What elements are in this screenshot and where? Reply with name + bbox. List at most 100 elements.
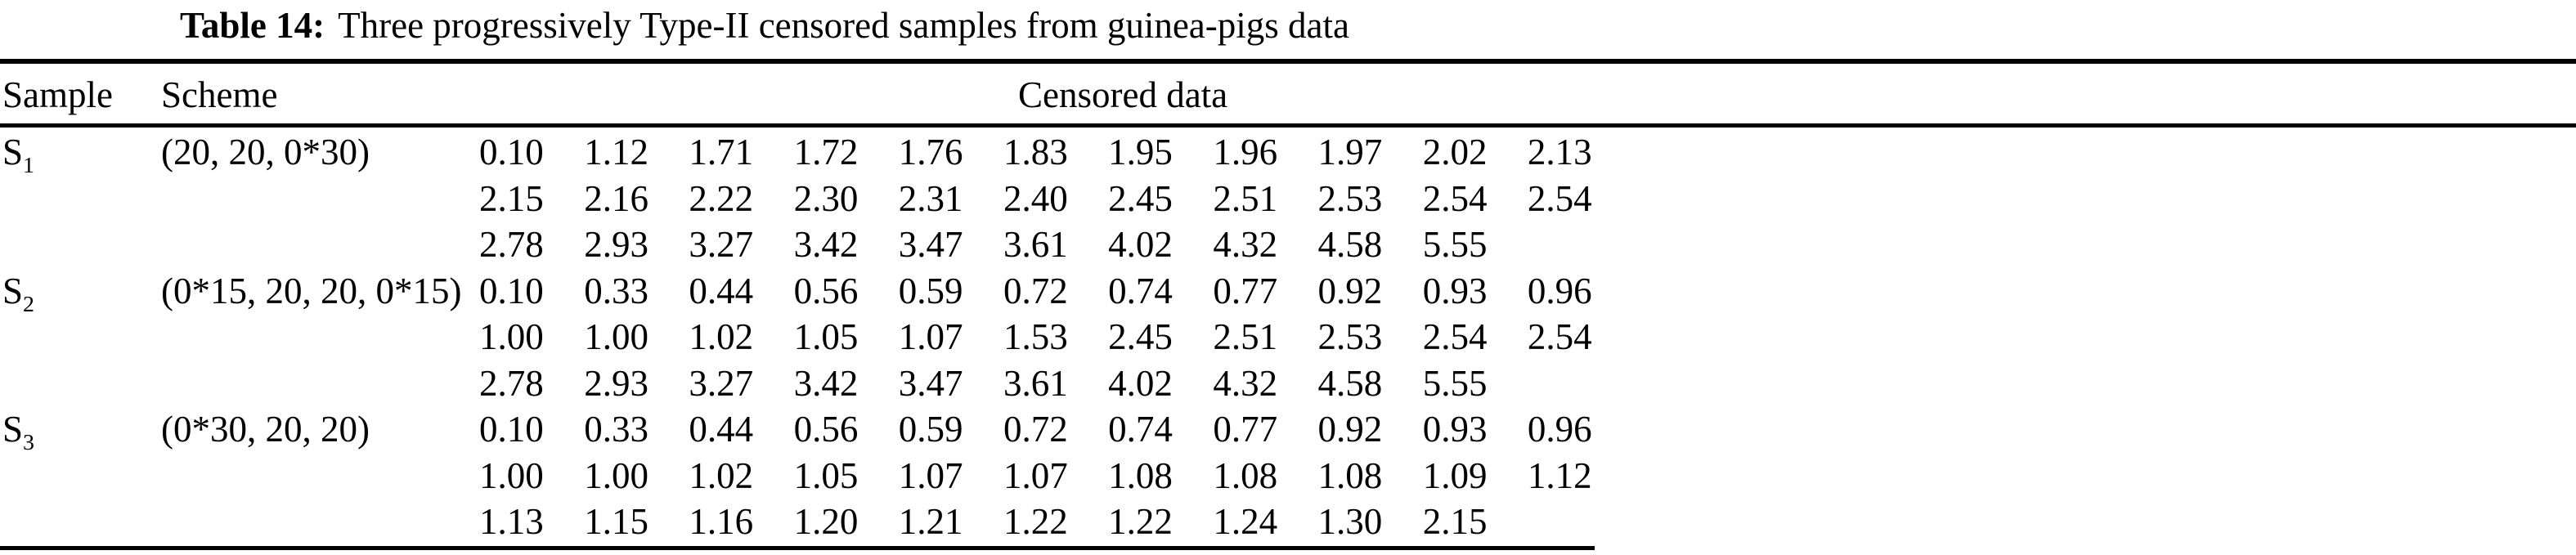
data-cell: 1.20	[793, 501, 859, 542]
data-cell: 1.71	[689, 132, 754, 172]
censored-data-cells: 0.10 1.12 1.71 1.72 1.76 1.83 1.95 1.96 1.97 2.02…	[479, 129, 1632, 176]
table-caption-label: Table 14:	[180, 5, 325, 46]
data-cell: 2.51	[1213, 316, 1278, 357]
data-cell: 0.56	[793, 270, 859, 311]
data-cell: 1.09	[1422, 454, 1488, 496]
data-cell: 2.13	[1527, 132, 1592, 172]
data-cell: 2.54	[1422, 177, 1488, 219]
data-cell: 3.61	[1003, 362, 1068, 404]
data-cell: 0.93	[1422, 270, 1488, 311]
data-cell: 2.53	[1317, 316, 1383, 357]
data-cell: 5.55	[1422, 362, 1488, 404]
data-cell: 0.59	[898, 409, 963, 450]
scheme-cell: (20, 20, 0*30)	[161, 132, 370, 172]
table-row: 1.00 1.00 1.02 1.05 1.07 1.53 2.45 2.51 2.53 2.54…	[0, 314, 1717, 360]
table-row: 2.78 2.93 3.27 3.42 3.47 3.61 4.02 4.32 4.58 5.55	[0, 360, 1717, 407]
data-cell: 1.96	[1213, 132, 1278, 172]
data-cell: 1.12	[1527, 454, 1592, 496]
data-cell: 1.07	[898, 454, 963, 496]
data-cell: 1.05	[793, 454, 859, 496]
data-cell: 1.08	[1108, 454, 1173, 496]
data-cell: 0.96	[1527, 270, 1592, 311]
data-cell: 1.00	[479, 454, 544, 496]
data-cell: 4.02	[1108, 224, 1173, 265]
data-cell: 1.02	[689, 316, 754, 357]
data-cell: 5.55	[1422, 224, 1488, 265]
data-cell: 2.31	[898, 177, 963, 219]
data-cell: 3.27	[689, 224, 754, 265]
data-cell: 2.15	[479, 177, 544, 219]
data-cell: 4.32	[1213, 224, 1278, 265]
censored-data-cells: 0.10 0.33 0.44 0.56 0.59 0.72 0.74 0.77 0.92 0.93…	[479, 406, 1632, 453]
table-row: S3 (0*30, 20, 20) 0.10 0.33 0.44 0.56 0.59 0.72…	[0, 406, 1717, 455]
data-cell: 3.47	[898, 362, 963, 404]
data-cell: 4.32	[1213, 362, 1278, 404]
data-cell: 3.42	[793, 224, 859, 265]
sample-label-subscript: 2	[23, 291, 34, 317]
data-cell: 2.93	[584, 362, 648, 404]
sample-label-subscript: 3	[23, 430, 34, 455]
data-cell: 0.72	[1003, 409, 1068, 450]
censored-data-cells: 1.13 1.15 1.16 1.20 1.21 1.22 1.22 1.24 1.30 2.15	[479, 499, 1528, 545]
data-cell: 1.05	[793, 316, 859, 357]
data-cell: 1.22	[1108, 501, 1173, 542]
data-cell: 2.16	[584, 177, 648, 219]
table-header-rule	[0, 123, 2576, 128]
data-cell: 2.78	[479, 224, 544, 265]
data-cell: 1.76	[898, 132, 963, 172]
data-cell: 1.07	[1003, 454, 1068, 496]
sample-label: S3	[2, 409, 34, 455]
data-cell: 0.77	[1213, 409, 1278, 450]
data-cell: 0.92	[1317, 270, 1383, 311]
data-cell: 0.74	[1108, 409, 1173, 450]
data-cell: 1.12	[584, 132, 648, 172]
data-cell: 2.15	[1422, 501, 1488, 542]
data-cell: 2.40	[1003, 177, 1068, 219]
data-cell: 2.51	[1213, 177, 1278, 219]
data-cell: 0.10	[479, 132, 544, 172]
column-header-scheme: Scheme	[161, 74, 278, 115]
data-cell: 1.22	[1003, 501, 1068, 542]
data-cell: 1.21	[898, 501, 963, 542]
column-header-sample: Sample	[2, 74, 113, 115]
censored-data-cells: 2.78 2.93 3.27 3.42 3.47 3.61 4.02 4.32 4.58 5.55	[479, 360, 1528, 407]
data-cell: 0.72	[1003, 270, 1068, 311]
data-cell: 3.27	[689, 362, 754, 404]
data-cell: 4.02	[1108, 362, 1173, 404]
data-cell: 2.54	[1527, 316, 1592, 357]
censored-data-cells: 1.00 1.00 1.02 1.05 1.07 1.53 2.45 2.51 2.53 2.54…	[479, 314, 1632, 360]
censored-data-cells: 2.15 2.16 2.22 2.30 2.31 2.40 2.45 2.51 2.53 2.54…	[479, 176, 1632, 222]
table-top-rule	[0, 59, 2576, 64]
data-cell: 1.53	[1003, 316, 1068, 357]
data-cell: 3.47	[898, 224, 963, 265]
data-cell: 2.93	[584, 224, 648, 265]
data-cell: 0.33	[584, 409, 648, 450]
scheme-cell: (0*15, 20, 20, 0*15)	[161, 270, 462, 311]
data-cell: 0.33	[584, 270, 648, 311]
data-cell: 2.53	[1317, 177, 1383, 219]
data-cell: 1.16	[689, 501, 754, 542]
table-caption-text: Three progressively Type-II censored sam…	[338, 5, 1349, 46]
table-row: 1.00 1.00 1.02 1.05 1.07 1.07 1.08 1.08 1.08 1.09…	[0, 453, 1717, 499]
data-cell: 1.83	[1003, 132, 1068, 172]
data-cell: 0.44	[689, 409, 754, 450]
data-cell: 0.10	[479, 270, 544, 311]
data-cell: 2.02	[1422, 132, 1488, 172]
data-cell: 0.10	[479, 409, 544, 450]
table-row: 2.15 2.16 2.22 2.30 2.31 2.40 2.45 2.51 2.53 2.54…	[0, 176, 1717, 222]
data-cell: 3.42	[793, 362, 859, 404]
sample-label: S1	[2, 132, 34, 178]
data-cell: 0.77	[1213, 270, 1278, 311]
table-row: 2.78 2.93 3.27 3.42 3.47 3.61 4.02 4.32 4.58 5.55	[0, 222, 1717, 268]
table-row: 1.13 1.15 1.16 1.20 1.21 1.22 1.22 1.24 1.30 2.15	[0, 499, 1717, 545]
sample-label: S2	[2, 270, 34, 317]
data-cell: 1.24	[1213, 501, 1278, 542]
data-cell: 4.58	[1317, 362, 1383, 404]
data-cell: 2.54	[1527, 177, 1592, 219]
data-cell: 0.74	[1108, 270, 1173, 311]
data-cell: 1.07	[898, 316, 963, 357]
censored-data-cells: 1.00 1.00 1.02 1.05 1.07 1.07 1.08 1.08 1.08 1.09…	[479, 453, 1632, 499]
table-row: S1 (20, 20, 0*30) 0.10 1.12 1.71 1.72 1.76 1.83…	[0, 129, 1717, 178]
data-cell: 2.54	[1422, 316, 1488, 357]
data-cell: 0.44	[689, 270, 754, 311]
